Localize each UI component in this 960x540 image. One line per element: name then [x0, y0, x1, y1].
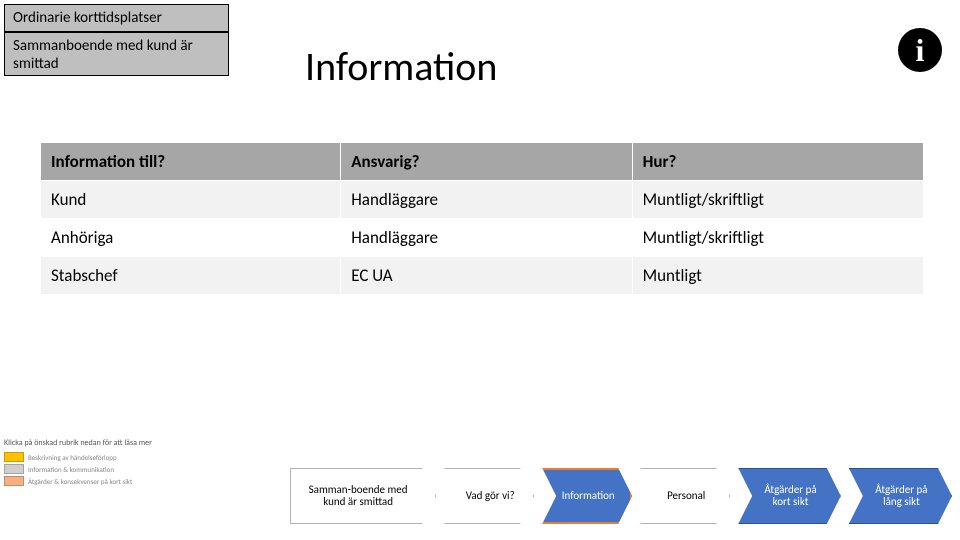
table-header-cell: Hur? [632, 143, 923, 181]
nav-step-vad-gor-vi[interactable]: Vad gör vi? [444, 468, 534, 524]
table-row: Anhöriga Handläggare Muntligt/skriftligt [41, 219, 924, 257]
table-cell: Stabschef [41, 257, 341, 295]
legend-item[interactable]: Åtgärder & konsekvenser på kort sikt [4, 476, 204, 486]
legend-title: Klicka på önskad rubrik nedan för att lä… [4, 438, 204, 448]
context-box-secondary: Sammanboende med kund är smittad [4, 32, 229, 76]
legend: Klicka på önskad rubrik nedan för att lä… [4, 438, 204, 488]
table-cell: Muntligt/skriftligt [632, 219, 923, 257]
nav-step-personal[interactable]: Personal [640, 468, 730, 524]
table-cell: Handläggare [341, 181, 632, 219]
information-table: Information till? Ansvarig? Hur? Kund Ha… [40, 142, 924, 295]
legend-swatch [4, 464, 24, 474]
info-icon: i [898, 28, 942, 72]
nav-step-lang-sikt[interactable]: Åtgärder på lång sikt [849, 468, 952, 524]
table-cell: Handläggare [341, 219, 632, 257]
nav-step-start[interactable]: Samman-boende med kund är smittad [290, 468, 436, 524]
table-cell: EC UA [341, 257, 632, 295]
table-cell: Muntligt [632, 257, 923, 295]
legend-item[interactable]: Information & kommunikation [4, 464, 204, 474]
legend-label: Åtgärder & konsekvenser på kort sikt [28, 477, 132, 486]
table-header-cell: Ansvarig? [341, 143, 632, 181]
table-cell: Muntligt/skriftligt [632, 181, 923, 219]
nav-step-information[interactable]: Information [542, 468, 632, 524]
table-cell: Kund [41, 181, 341, 219]
nav-chevron-strip: Samman-boende med kund är smittad Vad gö… [290, 468, 952, 524]
legend-swatch [4, 476, 24, 486]
nav-step-kort-sikt[interactable]: Åtgärder på kort sikt [738, 468, 841, 524]
table-header-cell: Information till? [41, 143, 341, 181]
table-header-row: Information till? Ansvarig? Hur? [41, 143, 924, 181]
legend-label: Beskrivning av händelseförlopp [28, 453, 117, 462]
legend-label: Information & kommunikation [28, 465, 114, 474]
table-row: Stabschef EC UA Muntligt [41, 257, 924, 295]
page-title: Information [305, 42, 497, 91]
context-box-primary: Ordinarie korttidsplatser [4, 4, 229, 32]
table-row: Kund Handläggare Muntligt/skriftligt [41, 181, 924, 219]
legend-item[interactable]: Beskrivning av händelseförlopp [4, 452, 204, 462]
legend-swatch [4, 452, 24, 462]
table-cell: Anhöriga [41, 219, 341, 257]
